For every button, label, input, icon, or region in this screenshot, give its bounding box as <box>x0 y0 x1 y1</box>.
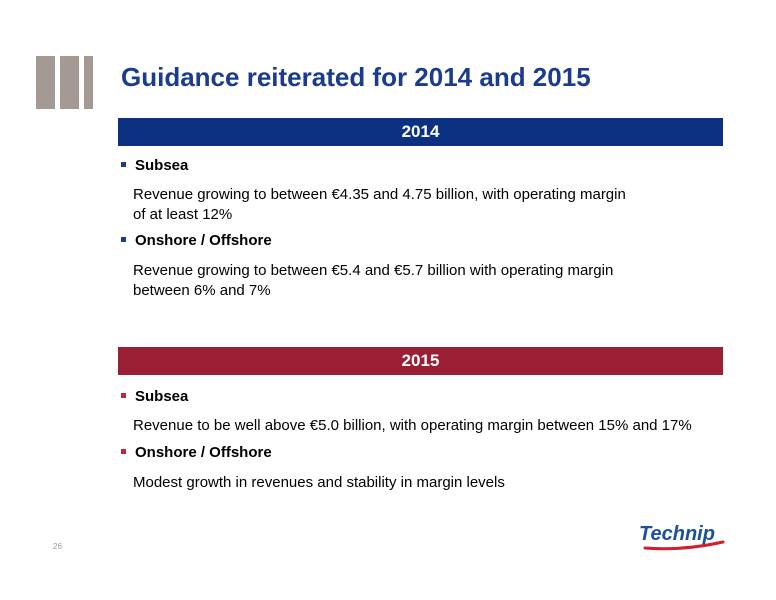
slide-title: Guidance reiterated for 2014 and 2015 <box>121 62 591 92</box>
bullet-description: Modest growth in revenues and stability … <box>133 473 505 493</box>
description-line: Modest growth in revenues and stability … <box>133 474 505 491</box>
bullet-onshore-offshore-2014: Onshore / Offshore <box>121 232 272 249</box>
bullet-onshore-offshore-2015: Onshore / Offshore <box>121 444 272 461</box>
bullet-description: Revenue growing to between €5.4 and €5.7… <box>133 261 613 301</box>
section-band-2014: 2014 <box>118 118 723 146</box>
square-bullet-icon <box>121 392 126 398</box>
bullet-subsea-2014: Subsea <box>121 157 188 174</box>
bullet-heading: Onshore / Offshore <box>135 232 272 249</box>
logo-swoosh <box>643 540 725 551</box>
bullet-description: Revenue to be well above €5.0 billion, w… <box>133 416 692 436</box>
description-line: Revenue growing to between €5.4 and €5.7… <box>133 262 614 279</box>
decorative-bar <box>36 56 55 109</box>
decorative-bar <box>60 56 79 109</box>
technip-logo: Technip <box>639 523 725 551</box>
bullet-subsea-2015: Subsea <box>121 388 188 405</box>
bullet-heading: Subsea <box>135 388 189 405</box>
page-number: 26 <box>53 542 62 551</box>
logo-wordmark: Technip <box>639 523 715 545</box>
square-bullet-icon <box>121 236 126 242</box>
description-line: of at least 12% <box>133 206 233 223</box>
description-line: Revenue to be well above €5.0 billion, w… <box>133 417 692 434</box>
bullet-heading: Onshore / Offshore <box>135 444 272 461</box>
description-line: between 6% and 7% <box>133 282 271 299</box>
bullet-heading: Subsea <box>135 157 189 174</box>
square-bullet-icon <box>121 448 126 454</box>
description-line: Revenue growing to between €4.35 and 4.7… <box>133 186 626 203</box>
section-band-2015: 2015 <box>118 347 723 375</box>
decorative-bar <box>84 56 93 109</box>
square-bullet-icon <box>121 161 126 167</box>
bullet-description: Revenue growing to between €4.35 and 4.7… <box>133 185 626 225</box>
